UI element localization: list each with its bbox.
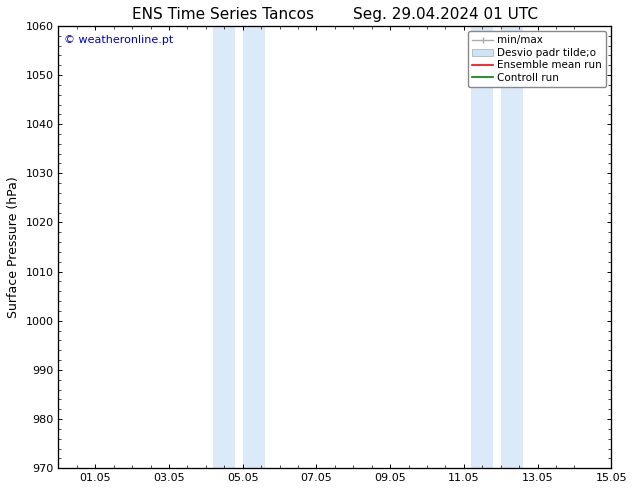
Bar: [501, 26, 523, 468]
Y-axis label: Surface Pressure (hPa): Surface Pressure (hPa): [7, 176, 20, 318]
Legend: min/max, Desvio padr tilde;o, Ensemble mean run, Controll run: min/max, Desvio padr tilde;o, Ensemble m…: [468, 31, 606, 87]
Title: ENS Time Series Tancos        Seg. 29.04.2024 01 UTC: ENS Time Series Tancos Seg. 29.04.2024 0…: [132, 7, 538, 22]
Bar: [213, 26, 235, 468]
Bar: [471, 26, 493, 468]
Text: © weatheronline.pt: © weatheronline.pt: [64, 35, 173, 45]
Bar: [243, 26, 265, 468]
